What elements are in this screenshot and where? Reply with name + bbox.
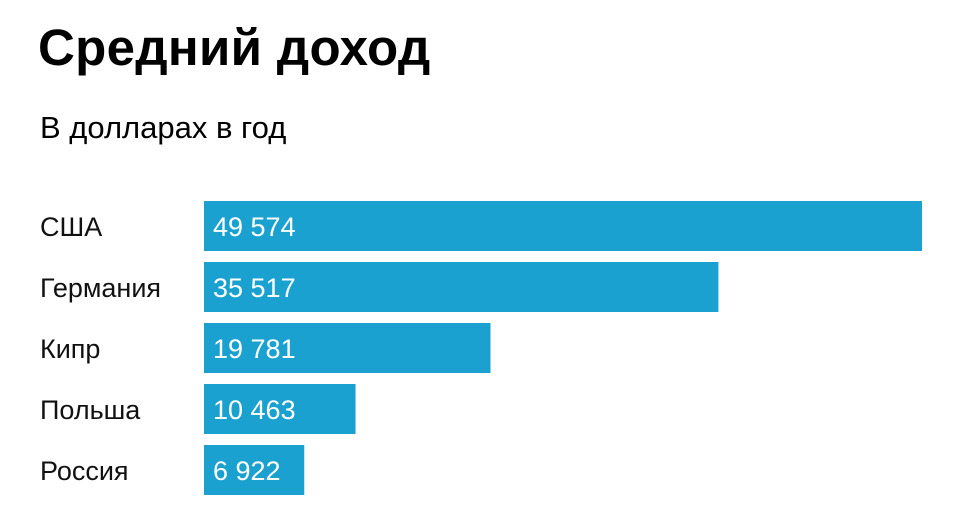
category-label: Германия — [40, 273, 161, 303]
category-label: США — [40, 212, 102, 242]
value-label: 35 517 — [213, 273, 296, 303]
category-label: Кипр — [40, 334, 100, 364]
value-label: 6 922 — [213, 456, 281, 486]
value-label: 49 574 — [213, 212, 296, 242]
category-label: Польша — [40, 395, 141, 425]
bar — [204, 201, 922, 251]
category-label: Россия — [40, 456, 129, 486]
value-label: 10 463 — [213, 395, 296, 425]
value-label: 19 781 — [213, 334, 296, 364]
